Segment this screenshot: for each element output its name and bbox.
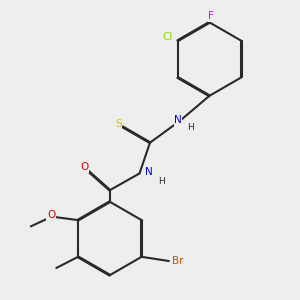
- Text: O: O: [47, 210, 55, 220]
- Text: S: S: [115, 119, 122, 129]
- Text: N: N: [174, 115, 182, 125]
- Text: H: H: [158, 177, 165, 186]
- Text: F: F: [208, 11, 214, 21]
- Text: Cl: Cl: [163, 32, 173, 41]
- Text: N: N: [146, 167, 153, 177]
- Text: O: O: [80, 163, 89, 172]
- Text: H: H: [188, 123, 194, 132]
- Text: Br: Br: [172, 256, 183, 266]
